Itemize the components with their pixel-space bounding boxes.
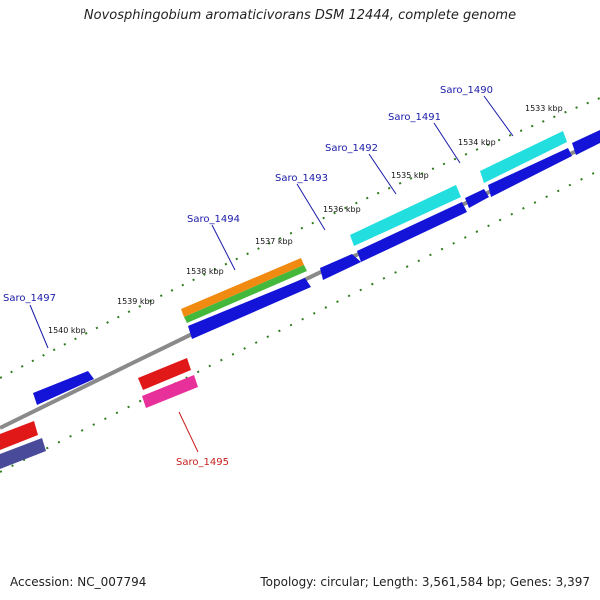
tick-label-1538: 1538 kbp: [186, 267, 224, 276]
gene-label-saro1490: Saro_1490: [440, 85, 493, 96]
cds-forward-saro1491: [465, 189, 489, 208]
cds-saro1492-cyan: [350, 185, 461, 246]
tick-label-1536: 1536 kbp: [323, 205, 361, 214]
cds-saro1494-orange: [181, 258, 304, 317]
tick-label-1537: 1537 kbp: [255, 237, 293, 246]
gene-label-saro1495: Saro_1495: [176, 457, 229, 468]
leader-saro1495: [178, 411, 199, 453]
leader-saro1497: [29, 304, 49, 349]
outer-tick-track: [0, 97, 600, 379]
cds-reverse-red-2: [0, 421, 38, 450]
leader-saro1494: [211, 224, 236, 271]
leader-saro1492: [368, 153, 397, 195]
cds-forward-saro1493: [320, 254, 361, 280]
cds-saro1495-pink: [142, 375, 198, 408]
cds-saro1490-cyan: [480, 131, 567, 183]
cds-forward-saro1490-blue: [488, 148, 572, 197]
map-title: Novosphingobium aromaticivorans DSM 1244…: [83, 8, 517, 23]
leader-saro1493: [296, 183, 326, 231]
cds-forward-saro1494: [188, 278, 311, 339]
tick-label-1535: 1535 kbp: [391, 171, 429, 180]
gene-label-saro1493: Saro_1493: [275, 173, 328, 184]
accession-text: Accession: NC_007794: [10, 575, 147, 589]
leader-saro1490: [483, 95, 514, 137]
gene-label-saro1497: Saro_1497: [3, 293, 56, 304]
topology-text: Topology: circular; Length: 3,561,584 bp…: [260, 575, 590, 589]
cds-forward-saro1497: [33, 371, 94, 405]
cds-forward-saro1492: [357, 202, 467, 262]
inner-tick-track: [0, 169, 600, 473]
gene-label-saro1492: Saro_1492: [325, 143, 378, 154]
cds-saro1494-green: [184, 265, 307, 323]
gene-label-saro1494: Saro_1494: [187, 214, 240, 225]
cds-forward-1: [572, 130, 600, 155]
tick-label-1540: 1540 kbp: [48, 326, 86, 335]
tick-label-1539: 1539 kbp: [117, 297, 155, 306]
gene-label-saro1491: Saro_1491: [388, 112, 441, 123]
tick-label-1533: 1533 kbp: [525, 104, 563, 113]
tick-label-1534: 1534 kbp: [458, 138, 496, 147]
leader-saro1491: [433, 122, 461, 164]
cds-reverse-slate: [0, 438, 46, 469]
cds-reverse-red-1: [138, 358, 191, 390]
